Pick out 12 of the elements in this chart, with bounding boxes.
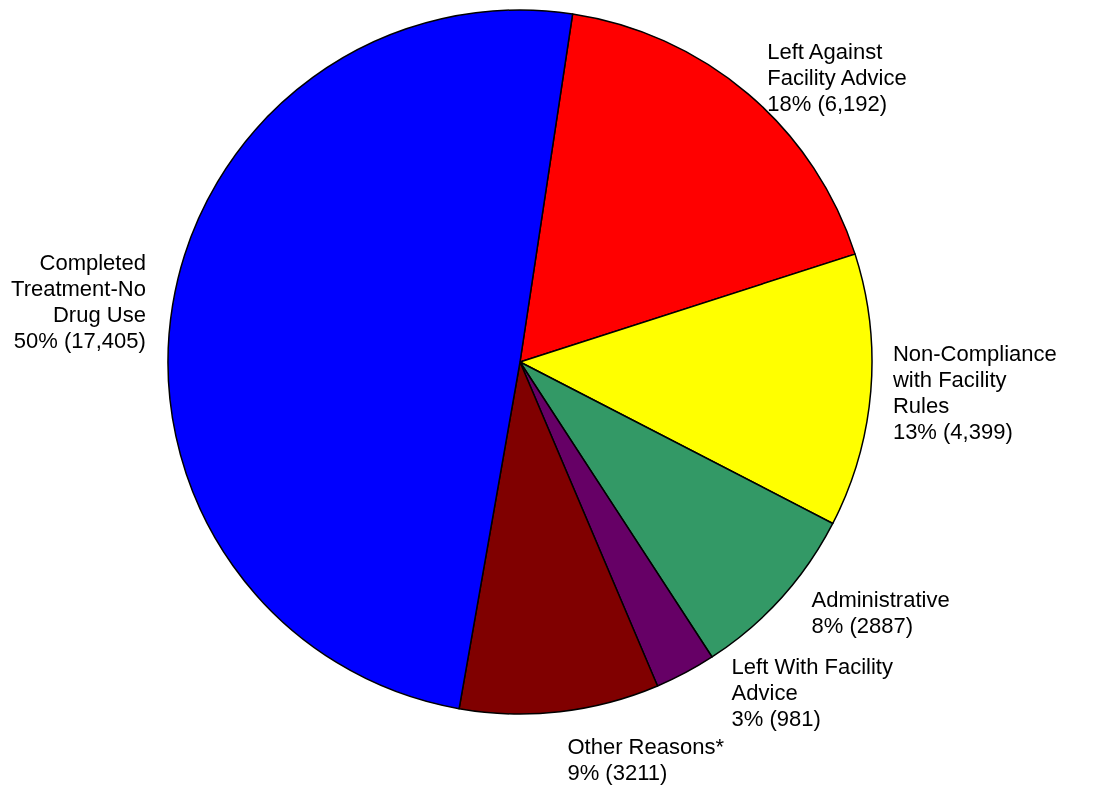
data-label: 13% (4,399) <box>892 419 1013 445</box>
slice-label: Left With Facility Advice <box>731 653 893 705</box>
slice-label: Left Against Facility Advice <box>767 38 907 90</box>
data-label: 9% (3211) <box>567 759 668 785</box>
slice-label: Non-Compliance with Facility Rules <box>891 341 1057 419</box>
data-label: 18% (6,192) <box>767 90 888 116</box>
slice-label: Other Reasons* <box>567 733 725 759</box>
slice-label: Administrative <box>811 587 950 613</box>
data-label: 8% (2887) <box>811 613 914 639</box>
slice-label: Completed Treatment-No Drug Use <box>11 250 146 328</box>
data-label: 3% (981) <box>731 705 821 731</box>
data-label: 50% (17,405) <box>13 328 146 354</box>
